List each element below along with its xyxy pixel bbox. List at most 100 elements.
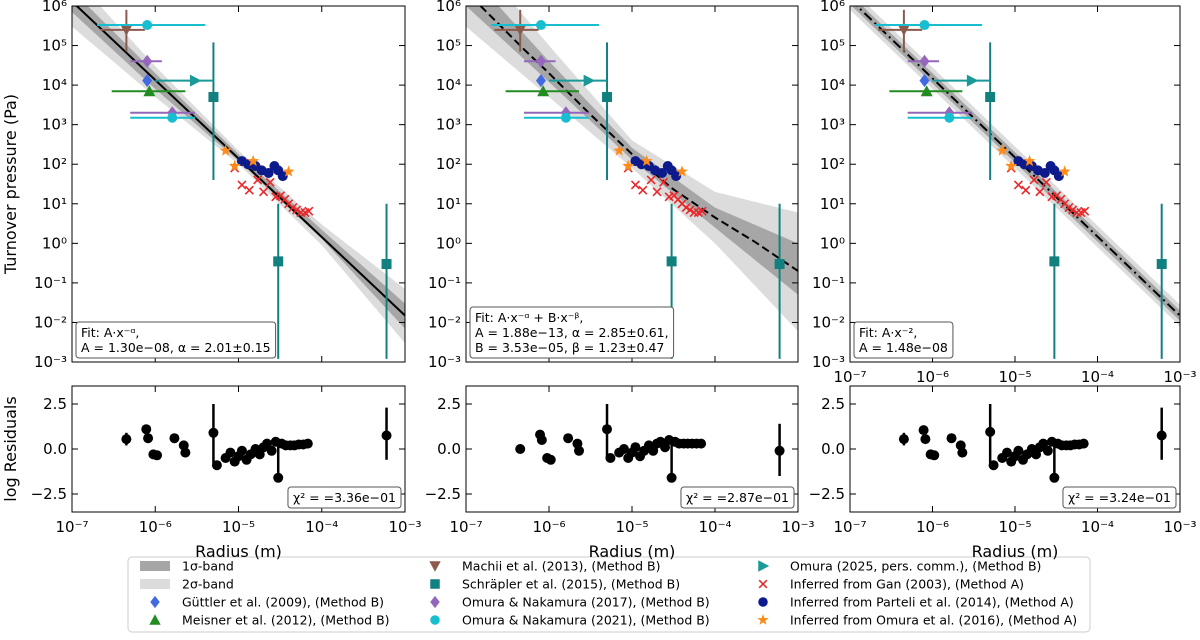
marker: [247, 154, 260, 167]
annotation-box: [469, 306, 675, 359]
marker: [697, 206, 707, 216]
marker: [676, 165, 688, 177]
x-tick-label: 10⁻⁵: [222, 518, 255, 536]
marker: [211, 460, 222, 471]
x-tick-label: 10⁻³: [1163, 368, 1196, 386]
annotation-text: A = 1.88e−13, α = 2.85±0.61,: [475, 325, 669, 340]
confidence-band: [850, 6, 1180, 327]
legend-swatch: [140, 561, 170, 571]
marker: [266, 445, 277, 456]
panel: 10⁻⁷ 10⁻⁶ 10⁻⁵ 10⁻⁴ 10⁻³ −2.5 0.0 2.5 Radius (m)…: [809, 385, 1197, 561]
y-tick-label: 10⁰: [820, 234, 845, 252]
marker: [640, 154, 653, 167]
marker: [1002, 447, 1013, 458]
marker: [929, 450, 940, 461]
annotation: Fit: A·x⁻ᵅ + B·x⁻ᵝ,A = 1.88e−13, α = 2.8…: [469, 306, 675, 359]
marker: [1035, 187, 1045, 197]
x-axis-label: Radius (m): [195, 542, 282, 561]
legend-label: Omura & Nakamura (2021), (Method B): [462, 613, 710, 628]
marker: [1039, 167, 1050, 178]
marker: [758, 560, 770, 572]
x-tick-label: 10⁻⁴: [1081, 368, 1114, 386]
marker: [774, 445, 785, 456]
y-tick-label: 0.0: [437, 440, 461, 458]
x-tick-label: 10⁻⁴: [698, 518, 731, 536]
confidence-band: [851, 6, 1180, 321]
plot-area: [850, 6, 1180, 359]
y-tick-label: 10⁵: [42, 37, 67, 55]
y-tick-label: 10⁶: [436, 0, 461, 15]
x-axis-label: Radius (m): [589, 542, 676, 561]
legend-label: Güttler et al. (2009), (Method B): [182, 595, 384, 610]
marker: [1021, 185, 1031, 195]
y-tick-label: 10³: [820, 116, 845, 134]
marker: [1058, 165, 1071, 177]
marker: [381, 259, 392, 270]
marker: [143, 85, 156, 97]
annotation-box: [75, 321, 277, 359]
fit-line: [479, 6, 798, 272]
annotation-text: A = 1.48e−08: [859, 340, 948, 355]
marker: [666, 472, 677, 483]
y-tick-label: 2.5: [437, 395, 461, 413]
marker: [657, 167, 668, 178]
marker: [535, 54, 546, 68]
marker: [658, 177, 669, 187]
marker: [535, 74, 546, 88]
x-tick-label: 10⁻⁷: [449, 518, 482, 536]
marker: [282, 165, 295, 177]
marker: [1156, 259, 1167, 270]
marker: [920, 434, 931, 445]
annotation: χ² = =2.87e−01: [680, 486, 795, 509]
marker: [897, 24, 910, 36]
y-tick-label: 10⁻¹: [812, 274, 845, 292]
legend-box: [127, 556, 1091, 633]
legend-label: Meisner et al. (2012), (Method B): [182, 613, 390, 628]
legend-swatch: [140, 579, 170, 589]
marker: [996, 144, 1009, 156]
marker: [685, 205, 695, 215]
plot-area: [121, 404, 392, 483]
annotation-text: A = 1.30e−08, α = 2.01±0.15: [81, 340, 271, 355]
x-tick-label: 10⁻⁵: [615, 518, 648, 536]
marker: [602, 424, 613, 435]
marker: [919, 20, 930, 31]
marker: [919, 54, 930, 68]
annotation-text: Fit: A·x⁻²,: [859, 325, 917, 340]
marker: [671, 171, 682, 182]
marker: [757, 614, 769, 625]
legend-label: Schräpler et al. (2015), (Method B): [462, 577, 680, 592]
annotation-text: χ² = =3.24e−01: [1068, 490, 1171, 505]
x-tick-label: 10⁻⁴: [305, 518, 338, 536]
marker: [189, 74, 202, 87]
annotation-box: [680, 486, 795, 509]
marker: [920, 85, 933, 97]
marker: [142, 20, 153, 31]
marker: [430, 595, 440, 609]
marker: [225, 447, 236, 458]
marker: [262, 438, 273, 449]
marker: [605, 453, 616, 463]
marker: [563, 433, 574, 444]
marker: [1005, 159, 1018, 172]
marker: [652, 187, 662, 197]
marker: [120, 24, 133, 36]
x-tick-label: 10⁻⁶: [916, 518, 949, 536]
marker: [180, 447, 191, 458]
y-tick-label: 10⁵: [820, 37, 845, 55]
y-tick-label: 10⁰: [436, 234, 461, 252]
marker: [302, 438, 313, 449]
marker: [1042, 445, 1053, 456]
marker: [574, 445, 585, 456]
x-tick-label: 10⁻³: [388, 518, 421, 536]
marker: [143, 433, 154, 444]
x-axis-label: Radius (m): [972, 542, 1059, 561]
marker: [774, 259, 785, 270]
y-tick-label: 2.5: [821, 395, 845, 413]
legend-label: Inferred from Gan (2003), (Method A): [790, 577, 1024, 592]
x-tick-label: 10⁻⁷: [833, 518, 866, 536]
legend-label: Inferred from Omura et al. (2016), (Meth…: [790, 613, 1077, 628]
y-tick-label: 10⁻¹: [428, 274, 461, 292]
y-tick-label: 10³: [436, 116, 461, 134]
